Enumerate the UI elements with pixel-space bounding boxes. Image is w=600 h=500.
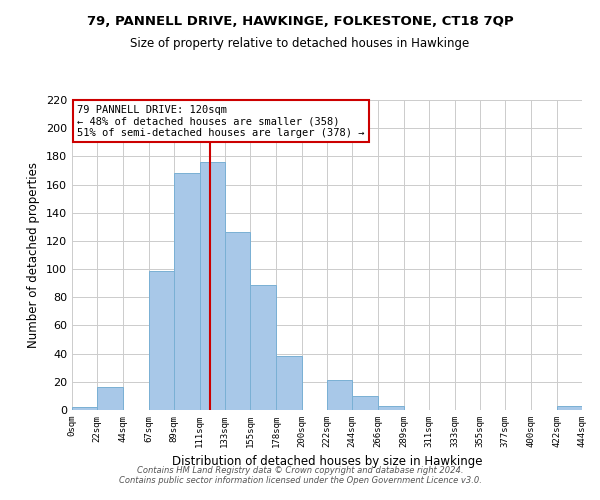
Bar bbox=[277, 356, 302, 410]
Bar bbox=[327, 380, 352, 410]
Bar bbox=[72, 407, 97, 410]
Bar bbox=[225, 232, 250, 410]
Bar bbox=[174, 174, 199, 410]
Text: Contains HM Land Registry data © Crown copyright and database right 2024.
Contai: Contains HM Land Registry data © Crown c… bbox=[119, 466, 481, 485]
Bar bbox=[557, 406, 582, 410]
Bar bbox=[250, 284, 277, 410]
Text: Size of property relative to detached houses in Hawkinge: Size of property relative to detached ho… bbox=[130, 38, 470, 51]
Y-axis label: Number of detached properties: Number of detached properties bbox=[28, 162, 40, 348]
Bar bbox=[352, 396, 377, 410]
Bar bbox=[377, 406, 404, 410]
Text: 79, PANNELL DRIVE, HAWKINGE, FOLKESTONE, CT18 7QP: 79, PANNELL DRIVE, HAWKINGE, FOLKESTONE,… bbox=[86, 15, 514, 28]
X-axis label: Distribution of detached houses by size in Hawkinge: Distribution of detached houses by size … bbox=[172, 456, 482, 468]
Bar bbox=[149, 270, 174, 410]
Bar bbox=[97, 388, 122, 410]
Text: 79 PANNELL DRIVE: 120sqm
← 48% of detached houses are smaller (358)
51% of semi-: 79 PANNELL DRIVE: 120sqm ← 48% of detach… bbox=[77, 104, 365, 138]
Bar bbox=[199, 162, 225, 410]
